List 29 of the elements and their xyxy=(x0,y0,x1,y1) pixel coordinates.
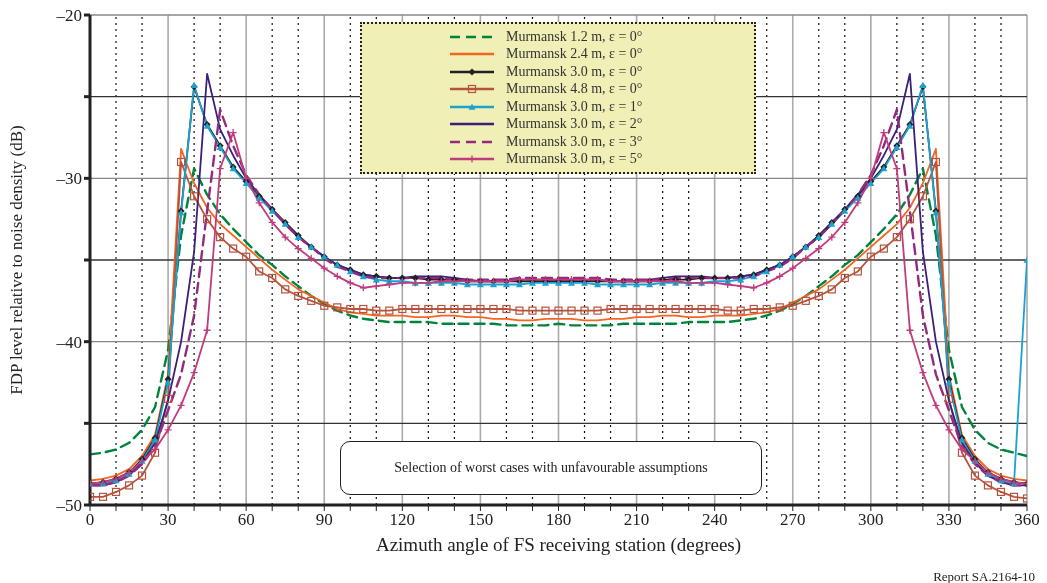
x-tick-label: 0 xyxy=(85,510,95,530)
legend-label: Murmansk 3.0 m, ε = 3° xyxy=(506,133,643,150)
x-tick-label: 210 xyxy=(623,510,650,530)
legend-label: Murmansk 3.0 m, ε = 5° xyxy=(506,151,643,168)
x-tick-label: 150 xyxy=(467,510,494,530)
x-tick-label: 360 xyxy=(1014,510,1040,530)
y-tick-label: –40 xyxy=(55,332,82,352)
y-axis-title: FDP level relative to noise density (dB) xyxy=(7,125,27,395)
legend-label: Murmansk 4.8 m, ε = 0° xyxy=(506,81,643,98)
y-tick-label: –30 xyxy=(55,169,82,189)
x-tick-label: 180 xyxy=(545,510,572,530)
y-tick-label: –20 xyxy=(55,6,82,26)
x-tick-label: 240 xyxy=(701,510,728,530)
legend-label: Murmansk 3.0 m, ε = 0° xyxy=(506,63,643,80)
legend-label: Murmansk 1.2 m, ε = 0° xyxy=(506,28,643,45)
legend-label: Murmansk 2.4 m, ε = 0° xyxy=(506,46,643,63)
text-box: Selection of worst cases with unfavourable assumptions xyxy=(340,441,762,495)
x-tick-label: 120 xyxy=(389,510,416,530)
legend-label: Murmansk 3.0 m, ε = 1° xyxy=(506,98,643,115)
x-axis-title: Azimuth angle of FS receiving station (degrees) xyxy=(375,534,742,556)
x-tick-label: 60 xyxy=(237,510,255,530)
y-tick-label: –50 xyxy=(55,496,82,516)
x-tick-label: 90 xyxy=(315,510,333,530)
text: Report SA.2164-10 xyxy=(933,569,1035,583)
x-tick-label: 300 xyxy=(858,510,884,530)
legend-label: Murmansk 3.0 m, ε = 2° xyxy=(506,116,643,133)
x-tick-label: 30 xyxy=(159,510,177,530)
x-tick-label: 330 xyxy=(936,510,962,530)
x-tick-label: 270 xyxy=(780,510,806,530)
